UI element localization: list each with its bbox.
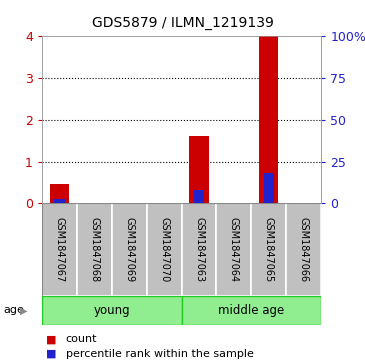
Bar — [112, 203, 147, 296]
Text: GSM1847070: GSM1847070 — [159, 217, 169, 282]
Text: young: young — [93, 304, 130, 317]
Bar — [259, 36, 278, 203]
Text: middle age: middle age — [218, 304, 285, 317]
Text: GSM1847069: GSM1847069 — [124, 217, 134, 282]
Bar — [42, 203, 77, 296]
Bar — [264, 173, 274, 203]
Text: GSM1847066: GSM1847066 — [299, 217, 309, 282]
Bar — [77, 203, 112, 296]
Text: ■: ■ — [46, 349, 56, 359]
Bar — [216, 203, 251, 296]
Text: count: count — [66, 334, 97, 344]
Bar — [181, 203, 216, 296]
Text: GSM1847063: GSM1847063 — [194, 217, 204, 282]
Bar — [189, 136, 209, 203]
Text: GSM1847067: GSM1847067 — [54, 217, 65, 282]
Text: percentile rank within the sample: percentile rank within the sample — [66, 349, 254, 359]
Text: ▶: ▶ — [20, 305, 28, 315]
Bar — [50, 184, 69, 203]
Text: GSM1847065: GSM1847065 — [264, 217, 274, 282]
Text: GSM1847064: GSM1847064 — [229, 217, 239, 282]
Bar — [181, 296, 321, 325]
Bar — [147, 203, 181, 296]
Bar — [42, 296, 181, 325]
Text: ■: ■ — [46, 334, 56, 344]
Bar — [286, 203, 321, 296]
Text: GSM1847068: GSM1847068 — [89, 217, 99, 282]
Bar — [194, 190, 204, 203]
Text: age: age — [4, 305, 24, 315]
Bar — [54, 199, 65, 203]
Text: GDS5879 / ILMN_1219139: GDS5879 / ILMN_1219139 — [92, 16, 273, 30]
Bar — [251, 203, 286, 296]
